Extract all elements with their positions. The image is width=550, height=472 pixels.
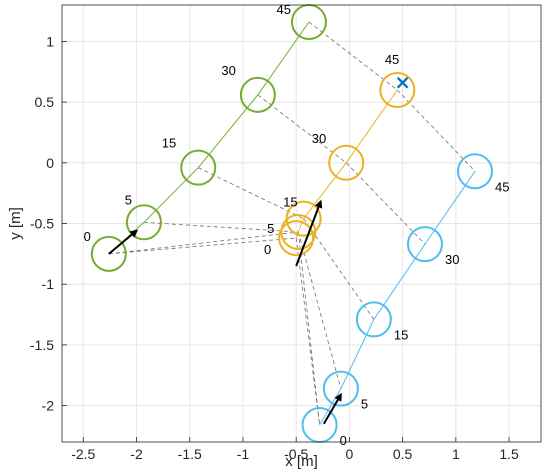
x-axis-label: x [m] xyxy=(285,453,318,470)
connector-line xyxy=(143,221,299,233)
trajectories xyxy=(90,3,494,444)
robot-position-circle xyxy=(239,76,276,113)
trajectory-line xyxy=(319,171,476,426)
robot-position-circle xyxy=(322,370,359,407)
x-tick-label: 1 xyxy=(452,446,460,462)
connector-line xyxy=(345,162,426,245)
time-label: 5 xyxy=(267,221,274,236)
time-label: 45 xyxy=(276,2,290,17)
robot-position-circle xyxy=(379,71,416,108)
time-label: 15 xyxy=(394,327,408,342)
time-label: 15 xyxy=(162,136,176,151)
connector-lines xyxy=(108,21,476,426)
time-label: 30 xyxy=(221,63,235,78)
robot-position-circle xyxy=(406,226,443,263)
heading-arrows xyxy=(108,76,409,425)
robot-position-circle xyxy=(125,204,162,241)
time-label: 0 xyxy=(340,433,347,448)
connector-line xyxy=(108,231,299,255)
robot-position-circle xyxy=(457,153,494,190)
time-label: 0 xyxy=(84,229,91,244)
connector-line xyxy=(108,237,297,255)
x-tick-label: 0 xyxy=(346,446,354,462)
x-tick-label: -2.5 xyxy=(71,446,95,462)
robot-position-circle xyxy=(90,235,127,272)
time-label: 45 xyxy=(495,179,509,194)
connector-line xyxy=(297,231,342,389)
x-tick-label: 0.5 xyxy=(393,446,413,462)
heading-arrow xyxy=(295,199,323,267)
trajectory-line xyxy=(108,21,310,255)
y-tick-label: 0.5 xyxy=(35,94,55,110)
goal-marker-stroke xyxy=(396,76,409,89)
y-tick-label: -2 xyxy=(42,398,55,414)
x-tick-label: -1.5 xyxy=(178,446,202,462)
time-label: 5 xyxy=(125,192,132,207)
time-label: 0 xyxy=(264,242,271,257)
connector-line xyxy=(397,89,476,172)
connector-line xyxy=(198,167,304,220)
x-tick-label: -0.5 xyxy=(284,446,308,462)
heading-arrow xyxy=(108,229,139,255)
time-label: 45 xyxy=(385,52,399,67)
x-tick-label: 1.5 xyxy=(499,446,519,462)
connector-line xyxy=(297,231,320,426)
time-labels: 0 5 15 30 45 0 5 15 30 45 0 5 15 30 45 xyxy=(84,2,510,448)
y-tick-label: -1.5 xyxy=(30,337,54,353)
robot-position-circle xyxy=(285,200,322,237)
robot-position-circle xyxy=(328,144,365,181)
connector-line xyxy=(257,94,347,164)
time-label: 30 xyxy=(445,252,459,267)
heading-arrow xyxy=(322,392,342,425)
x-tick-label: -2 xyxy=(130,446,143,462)
y-axis-label: y [m] xyxy=(7,207,24,240)
connector-line xyxy=(303,218,375,320)
trajectory-line xyxy=(295,89,398,239)
x-axis-ticks: -2.5 -2 -1.5 -1 -0.5 0 0.5 1 1.5 xyxy=(71,437,519,462)
time-label: 30 xyxy=(312,131,326,146)
connector-line xyxy=(295,238,320,426)
y-tick-label: -1 xyxy=(42,276,55,292)
robot-position-circle xyxy=(180,149,217,186)
connector-line xyxy=(308,21,398,91)
y-tick-label: -0.5 xyxy=(30,216,54,232)
time-label: 15 xyxy=(283,195,297,210)
time-label: 5 xyxy=(361,397,368,412)
robot-position-circle xyxy=(355,301,392,338)
y-axis-ticks: -2 -1.5 -1 -0.5 0 0.5 1 xyxy=(30,33,67,414)
y-tick-label: 1 xyxy=(46,33,54,49)
x-tick-label: -1 xyxy=(237,446,250,462)
y-tick-label: 0 xyxy=(46,155,54,171)
